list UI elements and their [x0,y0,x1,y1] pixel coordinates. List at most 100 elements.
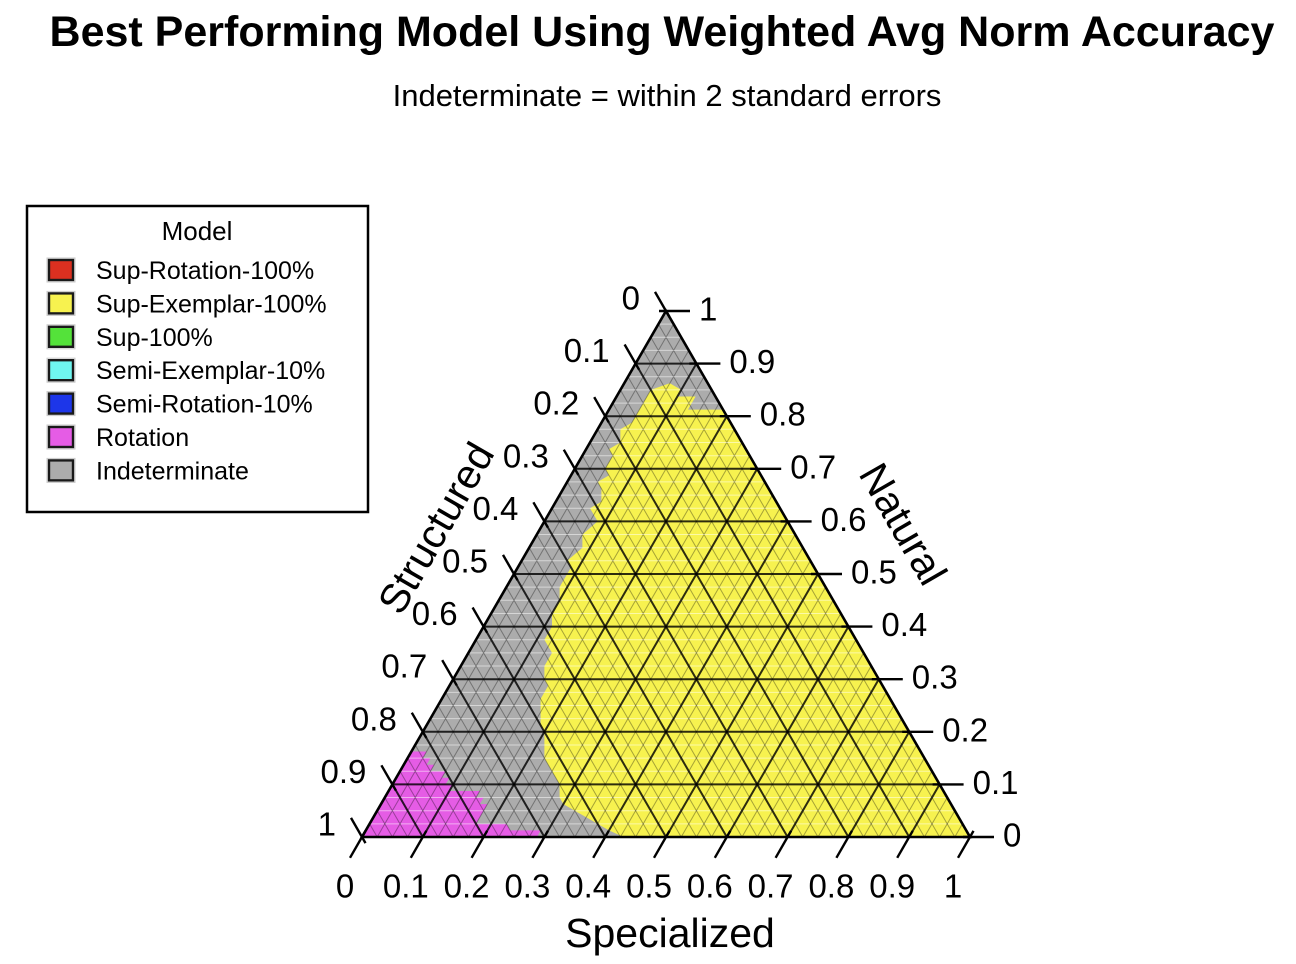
chart-subtitle: Indeterminate = within 2 standard errors [393,78,942,113]
tick-label-specialized: 1 [944,868,962,905]
tick-label-structured: 1 [318,806,336,843]
grid-line [410,712,428,739]
grid-line [896,830,914,859]
tick-label-structured: 0.8 [351,700,397,737]
grid-line [543,468,759,838]
grid-line [589,508,781,838]
tick-label-structured: 0.9 [321,753,367,790]
region-rotation [362,751,541,837]
grid-line [421,363,698,838]
grid-line [923,797,948,838]
grid-line [348,830,367,859]
grid-line [802,692,887,838]
grid-line [741,639,857,838]
region-sup-exemplar-100- [540,383,970,837]
tick-label-structured: 0.4 [473,490,519,527]
grid-line [399,771,439,838]
grid-line [908,783,941,838]
grid-line [437,376,705,838]
grid-line [407,757,454,838]
grid-line [376,323,675,838]
legend-title: Model [162,216,233,246]
grid-line [532,501,549,529]
legend-item-label: Semi-Rotation-10% [96,391,313,419]
legend-item-label: Sup-Exemplar-100% [96,290,327,318]
grid-line [835,830,853,859]
grid-line [657,323,956,838]
grid-line [695,600,834,838]
tick-label-natural: 0.8 [760,396,806,433]
grid-line [513,573,667,838]
grid-line [597,429,834,838]
tick-label-natural: 0.7 [790,448,836,485]
grid-line [441,659,458,686]
grid-line [573,468,789,838]
grid-line [634,363,911,838]
major-grid-lines [391,362,941,838]
grid-line [956,830,975,859]
grid-line [531,830,549,859]
grid-line [551,508,743,838]
legend-swatch [47,292,75,315]
grid-line [665,573,819,838]
tick-label-structured: 0.6 [412,595,458,632]
axis-ticks [348,291,994,859]
grid-line [475,639,591,838]
grid-line [863,744,918,838]
grid-line [505,586,652,838]
grid-line [376,810,393,838]
tick-label-specialized: 0 [336,868,354,905]
grid-line [653,291,671,318]
tick-label-structured: 0.2 [533,385,579,422]
grid-line [470,830,489,859]
grid-line [429,718,500,838]
legend-swatch [47,425,75,449]
grid-line [774,830,793,859]
legend-swatch [47,325,75,348]
grid-line [878,757,925,838]
tick-label-specialized: 0.6 [687,868,733,905]
grid-line [954,823,963,838]
grid-line [421,731,485,838]
grid-line [771,665,872,838]
tick-label-natural: 0.3 [912,659,958,696]
axis-title-specialized: Specialized [565,910,775,956]
legend-item-label: Sup-Rotation-100% [96,257,314,285]
legend-item-label: Sup-100% [96,324,213,352]
tick-label-specialized: 0.3 [504,868,550,905]
grid-line [528,455,751,838]
grid-line [559,494,758,838]
tick-label-natural: 0 [1003,817,1021,854]
grid-line [467,402,720,838]
tick-label-specialized: 0.8 [808,868,854,905]
tick-label-specialized: 0.7 [748,868,794,905]
legend-item: Sup-100% [46,324,213,352]
grid-line [566,481,773,838]
legend-item: Sup-Exemplar-100% [46,290,327,318]
grid-line [452,678,546,838]
grid-line [619,534,796,838]
grid-line [414,744,469,838]
legend-swatch [47,459,75,482]
grid-line [642,350,925,838]
grid-line [409,830,428,859]
grid-line [482,626,607,838]
grid-line [713,830,732,859]
grid-line [467,652,576,838]
grid-line [349,817,367,844]
grid-line [471,606,489,634]
tick-label-structured: 0.5 [442,543,488,580]
legend-swatch [47,258,75,282]
grid-line [627,376,895,838]
legend-item: Rotation [46,424,189,452]
grid-line [817,705,895,838]
grid-line [680,586,827,838]
tick-label-specialized: 0.4 [565,868,611,905]
tick-label-specialized: 0.9 [869,868,915,905]
legend-swatch [47,392,75,415]
grid-line [528,547,697,838]
tick-label-natural: 0.5 [851,554,897,591]
minor-grid-mesh [369,323,963,838]
